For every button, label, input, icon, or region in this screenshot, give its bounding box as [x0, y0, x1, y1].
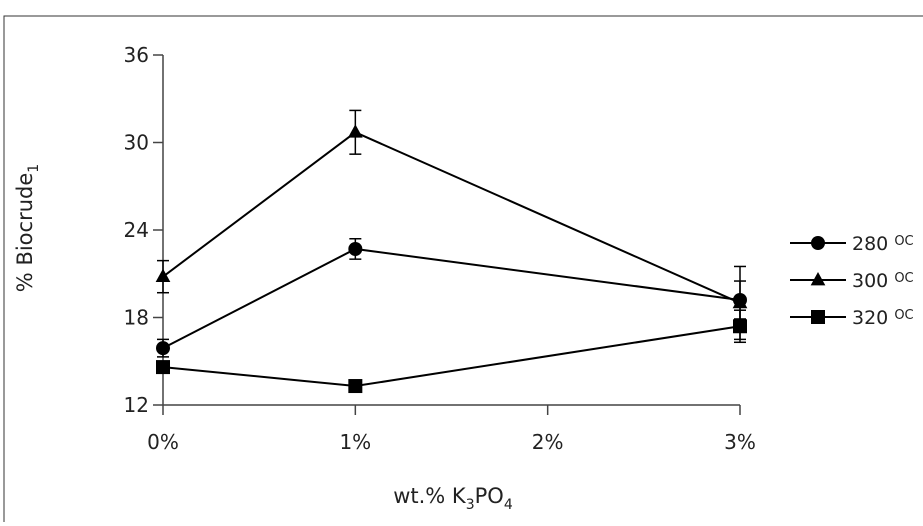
x-axis-label-mid: PO	[475, 484, 504, 508]
legend-entry-1: 300 OC	[790, 270, 914, 292]
y-tick-label: 12	[124, 393, 149, 417]
x-axis-label-main: wt.% K	[393, 484, 467, 508]
legend-entry-0: 280 OC	[790, 233, 914, 255]
marker-triangle	[155, 268, 171, 282]
marker-square	[156, 360, 170, 375]
legend-entry-2: 320 OC	[790, 307, 914, 329]
legend-label-temp: 300	[852, 270, 894, 292]
marker-triangle	[810, 272, 826, 286]
legend-label-unit: C	[905, 308, 914, 323]
x-axis-label: wt.% K3PO4	[393, 484, 513, 513]
legend-label-degree: O	[894, 234, 904, 249]
y-axis-label: % Biocrude1	[13, 164, 42, 292]
series-line	[162, 325, 741, 388]
y-ticks: 12 18 24 30 36	[124, 43, 163, 417]
legend-label-degree: O	[894, 308, 904, 323]
y-tick-label: 30	[124, 131, 149, 155]
plot-area	[155, 109, 748, 394]
x-ticks: 0% 1% 2% 3%	[147, 405, 756, 454]
legend-label-unit: C	[905, 271, 914, 286]
marker-square	[811, 310, 825, 324]
marker-square	[348, 379, 363, 394]
legend-label: 320 OC	[852, 307, 914, 329]
legend-label: 300 OC	[852, 270, 914, 292]
y-axis-label-sub: 1	[26, 164, 42, 173]
x-tick-label: 0%	[147, 430, 179, 454]
x-axis-label-sub2: 4	[504, 497, 513, 513]
series-2	[156, 309, 747, 394]
x-axis-label-sub1: 3	[466, 497, 475, 513]
marker-circle	[811, 236, 825, 250]
legend-label-temp: 280	[852, 233, 894, 255]
marker-circle	[348, 241, 363, 256]
legend-label-temp: 320	[852, 307, 894, 329]
legend-label: 280 OC	[852, 233, 914, 255]
marker-square	[733, 319, 747, 334]
marker-triangle	[732, 294, 748, 309]
x-tick-label: 3%	[724, 430, 756, 454]
marker-circle	[156, 341, 170, 356]
series-line	[162, 131, 741, 304]
legend-label-degree: O	[894, 271, 904, 286]
y-axis-label-main: % Biocrude	[13, 173, 37, 292]
marker-triangle	[347, 124, 363, 138]
x-tick-label: 1%	[339, 430, 371, 454]
legend-label-unit: C	[905, 234, 914, 249]
chart-frame	[3, 15, 923, 526]
axes: 12 18 24 30 36 0% 1% 2% 3%	[124, 43, 756, 454]
x-tick-label: 2%	[532, 430, 564, 454]
y-tick-label: 18	[124, 306, 149, 330]
y-tick-label: 36	[124, 43, 149, 67]
y-tick-label: 24	[124, 218, 149, 242]
